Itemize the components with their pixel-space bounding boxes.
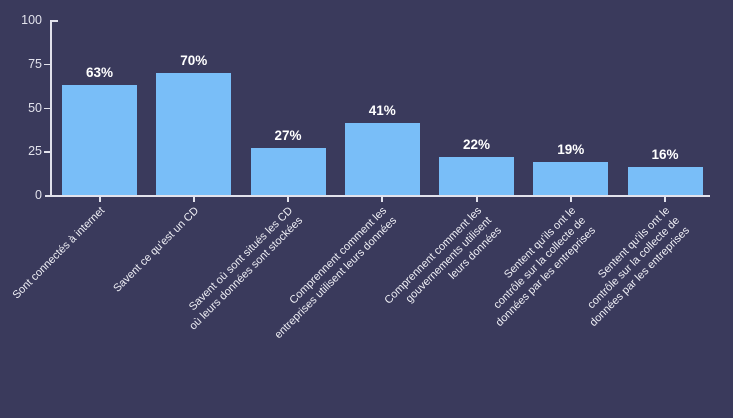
y-axis-tick bbox=[50, 20, 58, 22]
y-axis-tick bbox=[44, 151, 50, 153]
x-axis-tick bbox=[569, 196, 572, 202]
y-axis-tick bbox=[44, 63, 50, 66]
y-axis-line bbox=[50, 20, 52, 195]
x-axis-label-line: Savent ce qu'est un CD bbox=[110, 204, 201, 295]
y-axis-tick bbox=[44, 107, 50, 109]
bar bbox=[156, 72, 232, 195]
x-axis-label-line: Sont connectés à internet bbox=[9, 204, 107, 302]
x-axis-label: Savent où sont situés les CD où leurs don… bbox=[102, 204, 306, 408]
bar bbox=[62, 84, 137, 195]
bar-value-label: 27% bbox=[274, 127, 302, 143]
x-axis-tick bbox=[475, 196, 478, 202]
x-axis-label: Savent ce qu'est un CD bbox=[8, 204, 202, 398]
y-axis-tick-label: 25 bbox=[28, 144, 42, 159]
bar-value-label: 63% bbox=[85, 64, 114, 80]
x-axis-tick bbox=[664, 196, 666, 202]
x-axis-tick bbox=[381, 196, 384, 202]
bar bbox=[250, 147, 326, 195]
bar-value-label: 41% bbox=[368, 103, 396, 119]
x-axis-label: Sont connectés à internet bbox=[0, 204, 107, 398]
bar bbox=[344, 123, 420, 195]
y-axis-tick-label: 50 bbox=[28, 100, 42, 115]
bar bbox=[533, 161, 609, 195]
x-axis-line bbox=[45, 195, 710, 197]
x-axis-tick bbox=[192, 196, 195, 202]
x-axis-tick bbox=[287, 196, 289, 202]
bar-value-label: 70% bbox=[180, 52, 208, 68]
y-axis-tick-label: 75 bbox=[28, 56, 42, 71]
x-axis-label: Comprennent comment les entreprises utili… bbox=[196, 204, 400, 408]
bar-value-label: 22% bbox=[462, 136, 491, 152]
x-axis-tick bbox=[98, 196, 101, 202]
bar-value-label: 19% bbox=[557, 141, 585, 157]
y-axis-tick-label: 0 bbox=[35, 188, 42, 202]
bar bbox=[439, 156, 514, 195]
y-axis-tick-label: 100 bbox=[21, 13, 42, 27]
bar-value-label: 16% bbox=[651, 147, 679, 162]
x-axis-label-line: Savent où sont situés les CD bbox=[186, 204, 296, 314]
bar bbox=[627, 167, 703, 195]
